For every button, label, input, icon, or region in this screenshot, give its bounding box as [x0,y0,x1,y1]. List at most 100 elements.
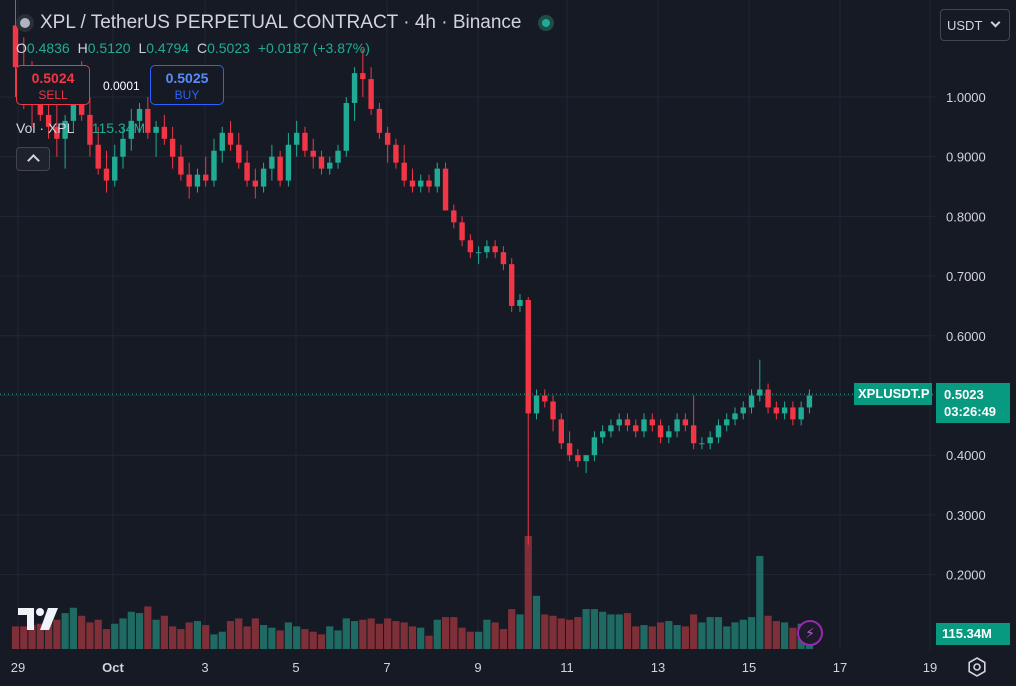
symbol-title[interactable]: XPL / TetherUS PERPETUAL CONTRACT · 4h ·… [40,12,522,33]
candle-body [112,156,118,181]
volume-bar [185,622,193,649]
volume-label: Vol · XPL [16,120,74,136]
lightning-icon[interactable]: ⚡ [797,620,823,646]
candle-body [335,150,341,163]
volume-bar [334,630,342,649]
candle-body [740,407,746,414]
volume-bar [615,614,623,649]
candle-body [467,240,474,253]
volume-bar [86,622,94,649]
candle-body [674,419,680,432]
volume-bar [226,621,235,649]
collapse-legend-button[interactable] [16,147,50,171]
volume-legend-value: 115.34M [91,120,146,136]
volume-bar [144,606,152,649]
volume-bar [640,625,648,649]
volume-bar [177,629,185,649]
candle-body [54,126,60,139]
candle-body [575,455,581,462]
volume-bar [516,614,524,649]
x-tick-label: 13 [651,660,665,675]
candle-body [277,156,283,181]
volume-bar [549,615,557,649]
price-axis[interactable]: 1.00000.90000.80000.70000.60000.50000.40… [946,90,986,583]
candle-body [236,144,242,163]
change-value: +0.0187 (+3.87%) [257,40,370,56]
open-key: O [16,40,27,56]
volume-bar [747,617,756,649]
candle-body [219,132,225,151]
x-tick-label: 17 [833,660,847,675]
market-status-icon[interactable] [537,15,554,31]
candle-body [790,407,796,420]
last-price-tag: 0.5023 03:26:49 [936,383,1010,423]
candle-body [542,395,548,402]
candle-body [492,246,498,253]
candle-body [451,210,457,223]
volume-bar [392,621,400,649]
close-key: C [196,40,208,56]
candle-body [260,168,267,187]
volume-bar [574,617,582,649]
candle-body [484,246,490,253]
y-tick-label: 1.0000 [946,90,986,105]
x-tick-label: 15 [742,660,756,675]
candle-body [62,120,68,139]
x-tick-label: 9 [474,660,481,675]
candle-body [293,132,300,145]
sell-button[interactable]: 0.5024 SELL [16,65,90,105]
volume-bar [458,627,466,649]
candle-body [657,425,664,438]
high-value: 0.5120 [87,40,131,56]
chevron-up-icon [27,154,40,167]
x-tick-label: Oct [102,660,124,675]
volume-bar [243,626,251,649]
x-tick-label: 11 [560,660,574,675]
y-tick-label: 0.4000 [946,448,986,463]
symbol-legend[interactable]: XPL / TetherUS PERPETUAL CONTRACT · 4h ·… [16,12,554,34]
volume-bar [235,618,243,649]
x-tick-label: 19 [923,660,937,675]
candle-body [442,168,449,211]
volume-bar [433,619,441,649]
currency-select[interactable]: USDT [940,9,1010,41]
candle-body [715,425,722,438]
candle-body [384,132,391,145]
volume-bar [623,613,632,649]
volume-bar [706,617,714,649]
candle-body [517,299,523,306]
volume-bar [28,625,36,649]
candle-body [707,437,713,444]
y-tick-label: 0.7000 [946,269,986,284]
tradingview-logo[interactable] [18,604,62,634]
volume-bar [375,623,383,649]
sell-price: 0.5024 [31,70,75,86]
buy-button[interactable]: 0.5025 BUY [150,65,224,105]
volume-bar [359,619,367,649]
candle-body [773,407,780,414]
candle-body [310,150,316,157]
volume-bar [342,618,350,649]
volume-bar [119,618,127,649]
candle-body [120,138,126,157]
volume-bar [69,607,77,649]
time-axis[interactable]: 29 Oct 3 5 7 9 11 13 15 17 19 [11,660,937,675]
candle-body [393,144,399,163]
candle-body [757,389,763,396]
volume-legend[interactable]: Vol · XPL 115.34M [16,120,145,136]
candle-body [360,73,366,80]
candle-body [624,419,631,426]
volume-bar [268,627,276,649]
gear-icon[interactable] [966,656,988,678]
candle-body [732,413,738,420]
volume-bar [284,622,293,649]
volume-bar [599,611,607,649]
volume-bar [210,634,218,649]
candle-body [37,97,44,115]
chevron-down-icon [990,17,1001,28]
sell-label: SELL [38,88,68,102]
candle-body [781,407,788,414]
volume-bar [44,622,53,649]
currency-value: USDT [947,18,983,33]
